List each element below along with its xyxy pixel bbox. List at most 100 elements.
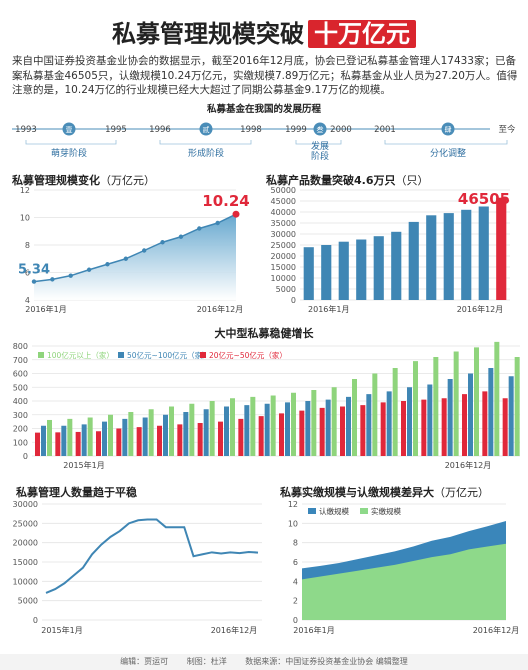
institutions-chart-bar [87,417,93,456]
timeline-year: 2000 [330,125,352,135]
scale-chart-ytick-label: 8 [25,241,30,250]
title-highlight: 十万亿元 [308,20,416,48]
timeline-year: 1999 [285,125,307,135]
institutions-chart-bar [407,387,412,456]
institutions-chart-bar [67,418,73,456]
institutions-chart-bar [177,424,183,456]
people-chart-xtick-label: 2015年1月 [41,625,82,635]
institutions-chart-bar [291,392,296,456]
gap-chart-ytick-label: 12 [288,500,298,509]
products-chart-bar [373,236,384,300]
institutions-chart-bar [482,391,488,456]
timeline-bracket [25,140,117,145]
people-chart-ytick-label: 20000 [13,539,38,548]
scale-chart-unit: （万亿元） [100,174,155,187]
institutions-chart-bar [447,379,453,456]
scale-chart-point [123,256,129,261]
footer-editor: 编辑：贾运可 [120,657,169,666]
products-chart-ytick-label: 25000 [271,241,296,250]
gap-chart-ytick-label: 0 [293,616,298,625]
timeline-badge-label: 肆 [445,125,452,134]
people-chart-title: 私募管理人数量趋于平稳 [16,486,137,499]
gap-chart-ytick-label: 6 [293,558,298,567]
institutions-chart-ytick-label: 200 [13,425,28,434]
scale-chart-start-label: 5.34 [18,263,50,278]
intro-paragraph: 来自中国证券投资基金业协会的数据显示，截至2016年12月底，协会已登记私募基金… [12,55,518,96]
institutions-chart-bar [264,403,270,456]
timeline-year: 1998 [240,125,262,135]
institutions-chart-bar [433,357,439,456]
scale-chart-title: 私募管理规模变化（万亿元） [12,172,155,188]
institutions-chart-bar [258,416,264,456]
timeline-phase: 形成阶段 [188,147,224,159]
gap-chart-legend-swatch [308,508,316,514]
products-chart-ytick-label: 30000 [271,230,296,239]
institutions-chart-bar [230,398,235,456]
institutions-chart-bar [116,428,122,456]
institutions-chart-bar [218,421,223,456]
institutions-chart-title: 大中型私募稳健增长 [214,327,314,340]
products-chart-title-text: 私募产品数量突破4.6万只 [266,174,396,187]
footer-designer: 制图：杜洋 [186,657,227,666]
institutions-chart-bar [224,406,229,456]
institutions-chart-bar [197,423,203,456]
institutions-chart-bar [250,396,256,456]
institutions-chart-ytick-label: 700 [13,356,28,365]
institutions-chart-ytick-label: 600 [13,370,28,379]
institutions-chart-legend-swatch [200,352,206,358]
institutions-chart-bar [279,413,284,456]
gap-chart-title: 私募实缴规模与认缴规模差异大（万亿元） [280,484,489,500]
institutions-chart-bar [108,414,113,456]
products-chart-xtick-label: 2016年12月 [457,304,504,314]
timeline-title: 私募基金在我国的发展历程 [206,103,322,115]
scale-chart-area [34,214,236,300]
title-main: 私募管理规模突破 [112,20,304,48]
institutions-chart-bar [305,401,311,456]
gap-chart-title-text: 私募实缴规模与认缴规模差异大 [280,486,434,499]
timeline-badge-circle [62,122,76,136]
scale-chart-point [105,262,110,267]
timeline-phase: 萌芽阶段 [51,147,87,159]
timeline: 私募基金在我国的发展历程 1993 1995 1996 1998 1999 2000 2001… [12,103,516,162]
people-chart-ytick-label: 25000 [13,519,38,528]
scale-chart-line [33,213,237,283]
scale-chart-point [86,267,92,272]
timeline-phase-line: 阶段 [311,150,329,162]
institutions-chart-bar [238,418,244,456]
products-chart-bar [461,209,472,300]
institutions-chart-ytick-label: 800 [13,342,28,351]
timeline-badge-circle [313,122,327,136]
people-chart-ytick-label: 0 [33,616,38,625]
people-chart: 0 5000 10000 15000 20000 25000 30000 2015年1月 201… [13,500,262,635]
products-chart-bar [496,197,507,300]
products-chart-ytick-label: 35000 [271,219,296,228]
institutions-chart-bar [102,421,107,456]
institutions-chart-bar [203,409,209,456]
institutions-chart-ytick-label: 300 [13,411,28,420]
institutions-chart-bar [331,387,337,456]
products-chart-bar [391,231,402,300]
scale-chart-point [215,220,220,226]
scale-chart: 4 6 8 10 12 5.34 10.24 2016年1月 2016年12月 [18,186,250,314]
gap-chart-ytick-label: 8 [293,539,298,548]
institutions-chart-bar [386,391,392,456]
scale-chart-title-text: 私募管理规模变化 [12,174,100,187]
institutions-chart-legend-label: 50亿元~100亿元（家） [127,350,210,360]
institutions-chart-bar [319,407,325,456]
products-chart-ytick-label: 10000 [271,274,296,283]
institutions-chart-bar [183,412,189,456]
institutions-chart-bar [413,361,418,456]
scale-chart-point [160,240,165,245]
timeline-badge-label: 贰 [203,125,210,134]
timeline-year: 1993 [15,125,37,135]
scale-chart-point [31,279,37,284]
products-chart-ytick-label: 40000 [271,208,296,217]
institutions-chart-bar [299,410,305,456]
institutions-chart-bar [502,398,508,456]
gap-chart-area [302,543,506,620]
timeline-bracket [159,140,252,145]
institutions-chart: 0 100 200 300 400 500 600 700 800 100亿元以上（家） 50亿元~… [13,341,520,470]
scale-chart-ytick-label: 12 [20,186,30,195]
timeline-badge-circle [199,122,213,136]
timeline-badge-label: 叁 [317,125,324,134]
